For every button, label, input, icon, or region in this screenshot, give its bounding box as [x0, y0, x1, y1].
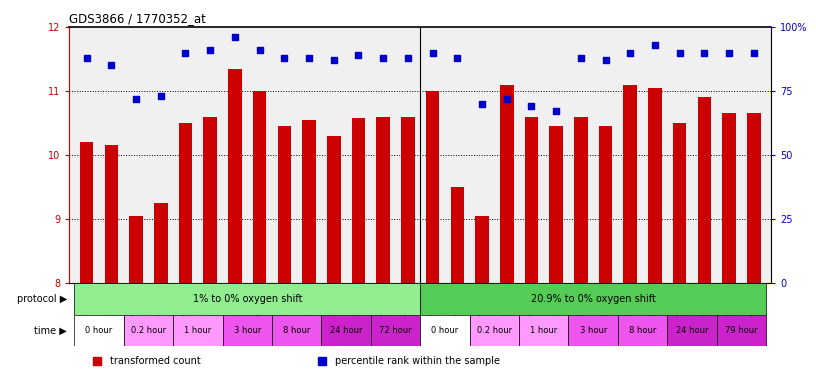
Text: 8 hour: 8 hour [283, 326, 310, 335]
Point [204, 47, 217, 53]
Bar [203, 117, 217, 283]
Point [599, 57, 612, 63]
Point [352, 52, 365, 58]
Bar [322, 314, 370, 346]
Bar [376, 117, 390, 283]
Point [253, 47, 266, 53]
Text: 24 hour: 24 hour [676, 326, 708, 335]
Point [130, 96, 143, 102]
Bar [129, 216, 143, 283]
Point [476, 101, 489, 107]
Point [574, 55, 588, 61]
Point [500, 96, 513, 102]
Text: transformed count: transformed count [110, 356, 201, 366]
Bar [370, 314, 420, 346]
Bar [722, 113, 736, 283]
Bar [420, 314, 470, 346]
Bar [277, 126, 291, 283]
Bar [519, 314, 569, 346]
Bar [223, 314, 272, 346]
Point [277, 55, 290, 61]
Text: 0 hour: 0 hour [432, 326, 459, 335]
Point [525, 103, 538, 109]
Point [450, 55, 463, 61]
Bar [228, 69, 242, 283]
Point [747, 50, 761, 56]
Text: 1 hour: 1 hour [184, 326, 211, 335]
Bar [426, 91, 439, 283]
Point [303, 55, 316, 61]
Bar [470, 314, 519, 346]
Point [623, 50, 636, 56]
Bar [173, 314, 223, 346]
Bar [747, 113, 761, 283]
Text: 8 hour: 8 hour [629, 326, 656, 335]
Bar [154, 203, 167, 283]
Point [228, 34, 242, 40]
Bar [253, 91, 266, 283]
Text: 3 hour: 3 hour [579, 326, 607, 335]
Bar [623, 84, 637, 283]
Point [673, 50, 686, 56]
Bar [327, 136, 340, 283]
Text: 24 hour: 24 hour [330, 326, 362, 335]
Text: 0.2 hour: 0.2 hour [477, 326, 512, 335]
Bar [450, 187, 464, 283]
Bar [179, 123, 193, 283]
Bar [673, 123, 686, 283]
Text: 3 hour: 3 hour [233, 326, 261, 335]
Text: 0 hour: 0 hour [86, 326, 113, 335]
Text: 79 hour: 79 hour [725, 326, 758, 335]
Bar [272, 314, 322, 346]
Text: 1 hour: 1 hour [530, 326, 557, 335]
Text: percentile rank within the sample: percentile rank within the sample [335, 356, 499, 366]
Bar [500, 84, 513, 283]
Point [426, 50, 439, 56]
Point [104, 62, 118, 68]
Bar [574, 117, 588, 283]
Bar [302, 120, 316, 283]
Text: 20.9% to 0% oxygen shift: 20.9% to 0% oxygen shift [530, 294, 655, 304]
Bar [475, 216, 489, 283]
Bar [569, 314, 618, 346]
Bar [80, 142, 94, 283]
Text: 1% to 0% oxygen shift: 1% to 0% oxygen shift [193, 294, 302, 304]
Bar [618, 314, 667, 346]
Bar [352, 118, 366, 283]
Point [649, 42, 662, 48]
Bar [698, 98, 712, 283]
Point [154, 93, 167, 99]
Bar [599, 126, 612, 283]
Text: 0.2 hour: 0.2 hour [131, 326, 166, 335]
Text: GDS3866 / 1770352_at: GDS3866 / 1770352_at [69, 12, 206, 25]
Bar [401, 117, 415, 283]
Bar [74, 283, 420, 314]
Text: time ▶: time ▶ [34, 325, 67, 335]
Text: protocol ▶: protocol ▶ [16, 294, 67, 304]
Point [377, 55, 390, 61]
Bar [74, 314, 124, 346]
Point [698, 50, 711, 56]
Bar [420, 283, 766, 314]
Bar [549, 126, 563, 283]
Bar [667, 314, 716, 346]
Bar [716, 314, 766, 346]
Bar [648, 88, 662, 283]
Text: 72 hour: 72 hour [379, 326, 412, 335]
Point [723, 50, 736, 56]
Point [179, 50, 192, 56]
Point [550, 108, 563, 114]
Point [80, 55, 93, 61]
Point [401, 55, 415, 61]
Point [327, 57, 340, 63]
Bar [525, 117, 539, 283]
Bar [104, 146, 118, 283]
Bar [124, 314, 173, 346]
